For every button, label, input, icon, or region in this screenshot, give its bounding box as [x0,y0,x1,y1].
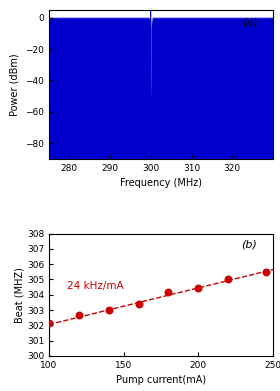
Y-axis label: Power (dBm): Power (dBm) [10,53,20,116]
Text: 24 kHz/mA: 24 kHz/mA [67,281,123,291]
Point [77,312,81,319]
Text: (b): (b) [241,240,257,250]
Point [47,320,51,326]
Point [136,301,141,307]
Point [226,276,230,283]
Point [263,269,268,275]
X-axis label: Pump current(mA): Pump current(mA) [116,375,206,385]
Point [196,285,200,291]
Point [106,307,111,313]
Text: (a): (a) [242,17,257,27]
Y-axis label: Beat (MHZ): Beat (MHZ) [14,267,24,323]
Point [166,289,171,295]
X-axis label: Frequency (MHz): Frequency (MHz) [120,178,202,188]
